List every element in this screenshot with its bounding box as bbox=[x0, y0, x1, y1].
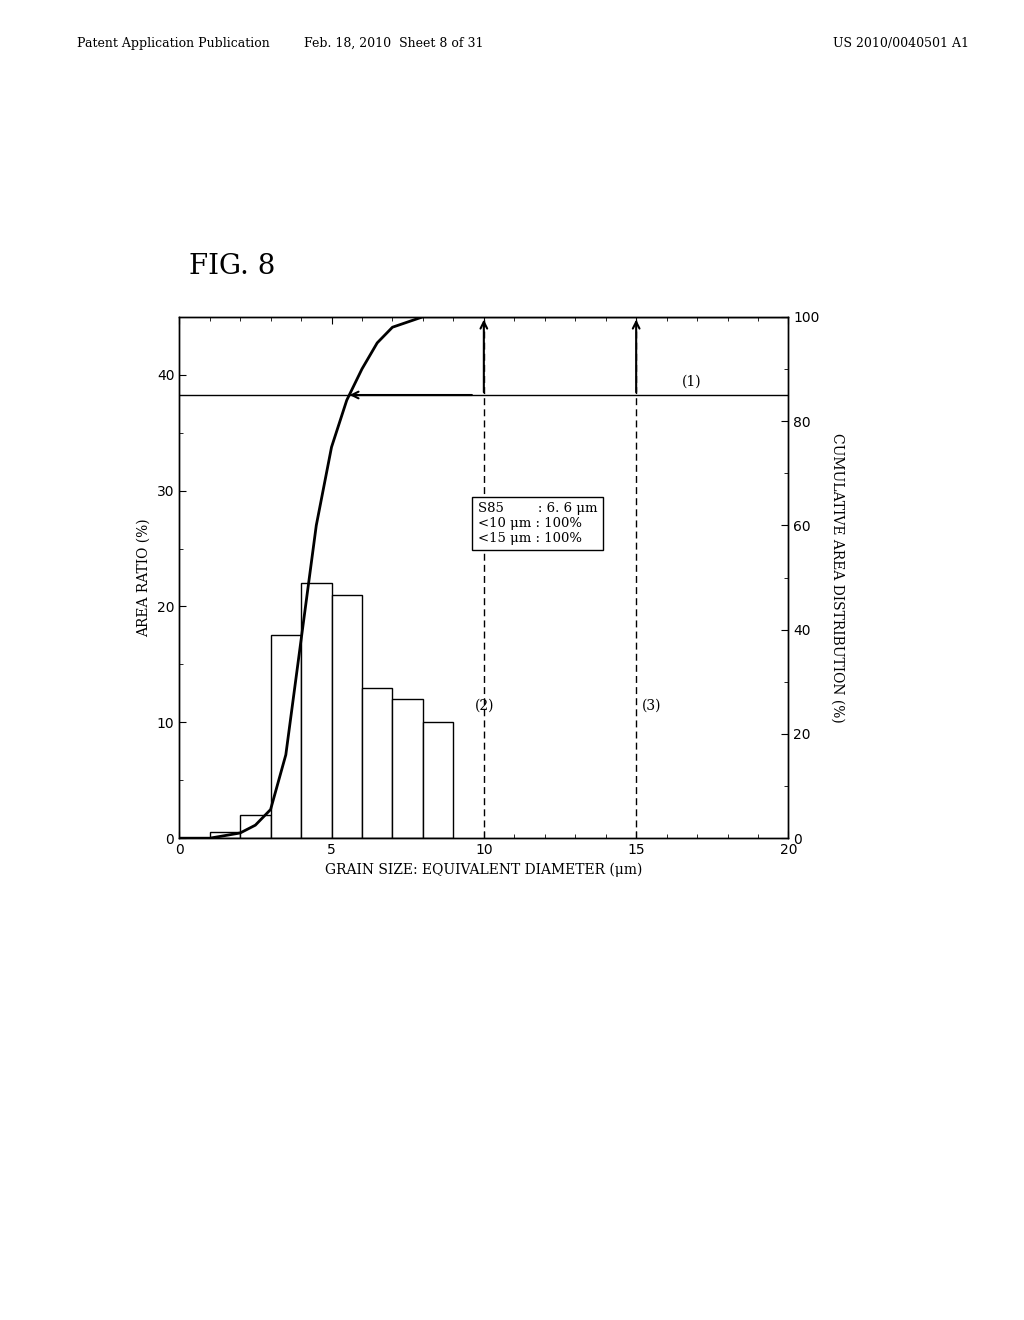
Bar bbox=[392, 700, 423, 838]
X-axis label: GRAIN SIZE: EQUIVALENT DIAMETER (μm): GRAIN SIZE: EQUIVALENT DIAMETER (μm) bbox=[326, 862, 642, 876]
Bar bbox=[332, 595, 362, 838]
Y-axis label: AREA RATIO (%): AREA RATIO (%) bbox=[137, 519, 152, 636]
Bar bbox=[210, 833, 240, 838]
Text: (2): (2) bbox=[475, 700, 495, 713]
Text: US 2010/0040501 A1: US 2010/0040501 A1 bbox=[834, 37, 969, 50]
Bar bbox=[240, 814, 270, 838]
Y-axis label: CUMULATIVE AREA DISTRIBUTION (%): CUMULATIVE AREA DISTRIBUTION (%) bbox=[830, 433, 845, 722]
Text: FIG. 8: FIG. 8 bbox=[189, 253, 275, 280]
Text: S85        : 6. 6 μm
<10 μm : 100%
<15 μm : 100%: S85 : 6. 6 μm <10 μm : 100% <15 μm : 100… bbox=[478, 502, 597, 545]
Bar bbox=[362, 688, 392, 838]
Bar bbox=[301, 583, 332, 838]
Bar bbox=[423, 722, 454, 838]
Text: (1): (1) bbox=[682, 375, 701, 388]
Text: (3): (3) bbox=[642, 700, 662, 713]
Bar bbox=[270, 635, 301, 838]
Text: Patent Application Publication: Patent Application Publication bbox=[77, 37, 269, 50]
Text: Feb. 18, 2010  Sheet 8 of 31: Feb. 18, 2010 Sheet 8 of 31 bbox=[304, 37, 484, 50]
